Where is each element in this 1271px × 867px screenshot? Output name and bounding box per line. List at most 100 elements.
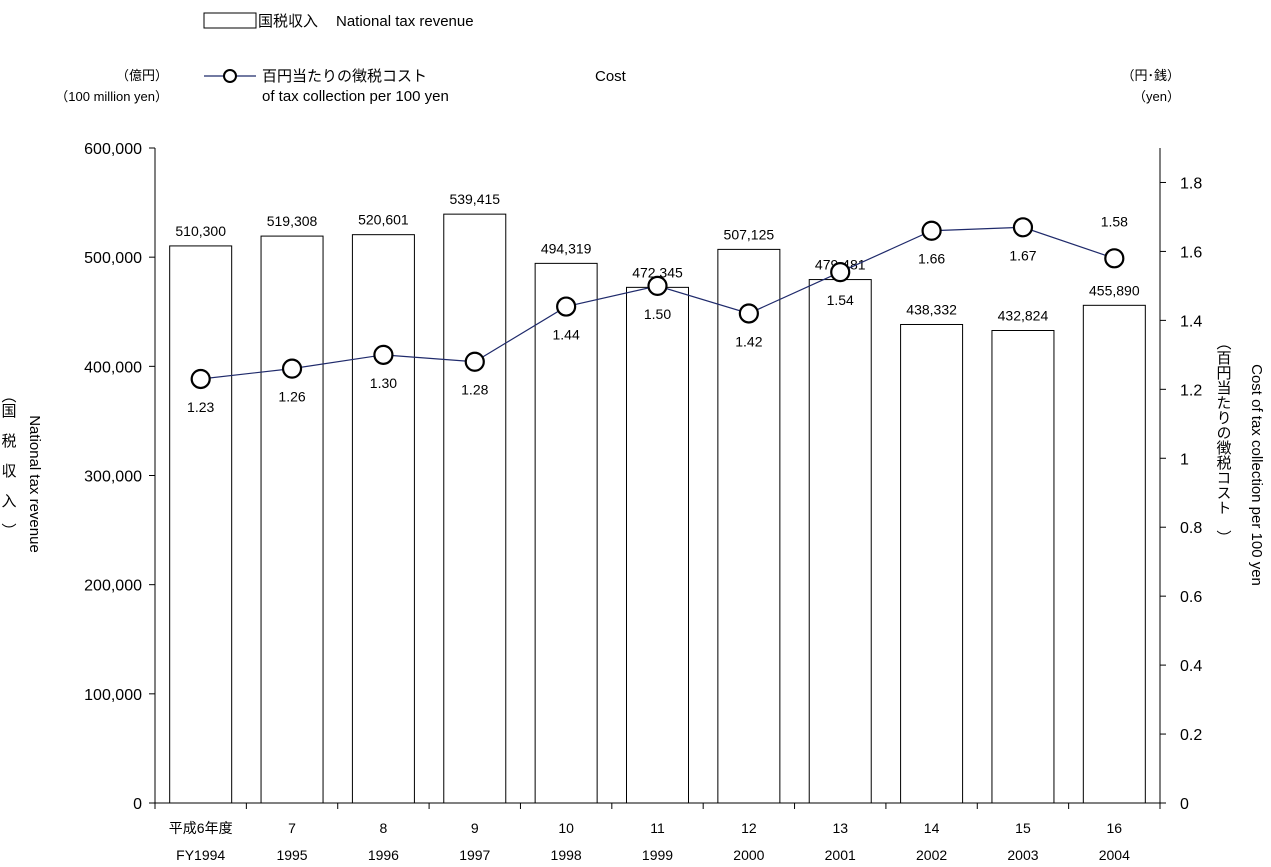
right-tick-label: 1.8 (1180, 175, 1202, 192)
bar (443, 213, 507, 804)
bar (351, 234, 415, 804)
category-label-en: 1997 (459, 847, 490, 863)
left-tick-label: 400,000 (84, 359, 142, 376)
bars (169, 213, 1146, 804)
left-tick-label: 500,000 (84, 250, 142, 267)
cost-point (190, 368, 211, 390)
bar (717, 248, 781, 804)
bar (808, 279, 872, 804)
category-label-en: 2001 (825, 847, 856, 863)
bar (169, 245, 233, 804)
legend-line-label-en-2: of tax collection per 100 yen (262, 88, 449, 105)
left-axis-title-jp: （国 税 収 入 ） (0, 388, 17, 538)
legend-bar-swatch (203, 12, 257, 29)
category-label-en: 1996 (368, 847, 399, 863)
right-axis-title-en: Cost of tax collection per 100 yen (1248, 364, 1265, 586)
bar (900, 323, 964, 804)
category-label-jp: 9 (471, 820, 479, 836)
cost-point (830, 262, 851, 283)
cost-point (647, 275, 668, 296)
right-tick-label: 1.4 (1180, 313, 1202, 330)
bar-value-label: 472,345 (632, 264, 683, 280)
bar-value-label: 455,890 (1089, 282, 1140, 298)
legend: 国税収入 National tax revenue 百円当たりの徴税コスト Co… (203, 12, 627, 105)
category-label-jp: 10 (558, 820, 574, 836)
legend-line-marker (223, 69, 237, 83)
cost-value-label: 1.50 (644, 306, 671, 322)
left-tick-label: 200,000 (84, 578, 142, 595)
cost-point (281, 358, 303, 379)
cost-point (1104, 248, 1125, 269)
right-unit-jp: （円･銭） (1121, 68, 1180, 83)
bar (991, 330, 1055, 804)
legend-bar-label-jp: 国税収入 (258, 13, 318, 30)
cost-value-label: 1.54 (827, 292, 854, 308)
cost-value-label: 1.66 (918, 251, 945, 267)
category-label-en: 1999 (642, 847, 673, 863)
right-axis-title-jp: （百円当たりの徴税コスト ） (1215, 335, 1232, 545)
bar (1082, 304, 1146, 804)
cost-point (373, 344, 394, 365)
bar (534, 262, 598, 804)
bar (260, 235, 324, 804)
category-labels: 平成6年度 FY1994 7 1995 8 1996 9 1997 10 1998 11 1999 12… (169, 820, 1130, 863)
category-label-en: 1995 (276, 847, 307, 863)
category-label-en: 2000 (733, 847, 764, 863)
right-tick-label: 1.2 (1180, 382, 1202, 399)
category-label-jp: 15 (1015, 820, 1031, 836)
bar-value-label: 438,332 (906, 301, 957, 317)
bar-value-label: 507,125 (724, 226, 775, 242)
category-label-en: 1998 (551, 847, 582, 863)
right-unit-en: （yen） (1133, 89, 1180, 104)
legend-line-label-en-1: Cost (595, 68, 627, 85)
bar-value-label: 519,308 (267, 213, 318, 229)
bar-value-label: 494,319 (541, 240, 592, 256)
bar-value-label: 539,415 (449, 191, 500, 207)
cost-value-label: 1.23 (187, 399, 214, 415)
category-label-jp: 16 (1107, 820, 1123, 836)
left-axis-title-en: National tax revenue (26, 415, 43, 553)
right-tick-label: 1.6 (1180, 244, 1202, 261)
right-tick-label: 0 (1180, 796, 1189, 813)
cost-value-label: 1.44 (553, 327, 580, 343)
category-label-jp: 13 (832, 820, 848, 836)
axes: 0 100,000 200,000 300,000 400,000 500,000 600,… (84, 141, 1202, 813)
cost-value-label: 1.28 (461, 382, 488, 398)
category-label-jp: 平成6年度 (169, 820, 233, 836)
right-tick-label: 1 (1180, 451, 1189, 468)
cost-point (464, 351, 485, 372)
cost-value-label: 1.26 (278, 389, 305, 405)
category-label-jp: 14 (924, 820, 940, 836)
cost-point (738, 303, 759, 324)
cost-labels: 1.23 1.26 1.30 1.28 1.44 1.50 1.42 1.54 1.66 1.67… (187, 213, 1128, 415)
cost-value-label: 1.42 (735, 333, 762, 349)
right-tick-label: 0.6 (1180, 589, 1202, 606)
category-label-jp: 8 (380, 820, 388, 836)
bar-value-label: 520,601 (358, 212, 409, 228)
cost-point (921, 220, 942, 241)
cost-value-label: 1.30 (370, 375, 397, 391)
left-tick-label: 0 (133, 796, 142, 813)
category-label-en: 2004 (1099, 847, 1130, 863)
legend-line-label-jp: 百円当たりの徴税コスト (262, 68, 427, 85)
bar-value-label: 510,300 (175, 223, 226, 239)
right-tick-label: 0.8 (1180, 520, 1202, 537)
left-unit-en: （100 million yen） (55, 89, 168, 104)
bar-value-label: 432,824 (998, 308, 1049, 324)
category-label-jp: 11 (650, 820, 665, 836)
cost-point (1012, 217, 1034, 238)
category-label-jp: 12 (741, 820, 757, 836)
left-tick-label: 300,000 (84, 469, 142, 486)
left-unit-jp: （億円） (116, 68, 168, 83)
left-tick-label: 600,000 (84, 141, 142, 158)
cost-value-label: 1.58 (1101, 213, 1128, 229)
cost-line (190, 217, 1125, 390)
legend-bar-label-en: National tax revenue (336, 13, 474, 30)
bar-labels: 510,300 519,308 520,601 539,415 494,319 472,3… (175, 191, 1139, 323)
category-label-en: FY1994 (176, 847, 225, 863)
category-label-en: 2002 (916, 847, 947, 863)
cost-point (556, 296, 577, 317)
left-tick-label: 100,000 (84, 687, 142, 704)
right-tick-label: 0.4 (1180, 658, 1202, 675)
